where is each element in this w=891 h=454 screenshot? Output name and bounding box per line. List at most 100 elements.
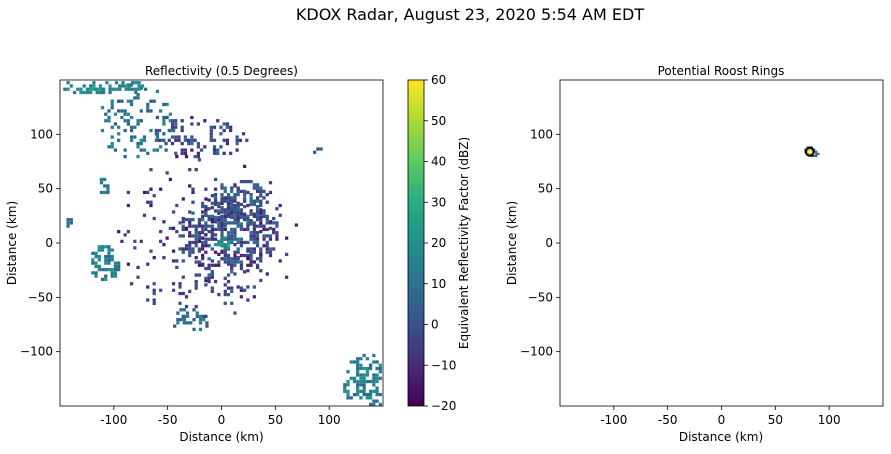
colorbar-tick-label: 50 [431,114,446,128]
reflectivity-cell [146,285,149,288]
reflectivity-cell [195,244,198,247]
reflectivity-cell [366,370,369,373]
reflectivity-cell [140,119,143,122]
reflectivity-cell [214,203,217,206]
reflectivity-cell [256,244,259,247]
reflectivity-cell [200,148,203,151]
reflectivity-cell [208,257,211,260]
reflectivity-cell [346,380,349,383]
reflectivity-cell [262,228,265,231]
reflectivity-cell [189,321,192,324]
reflectivity-cell [233,272,236,275]
reflectivity-cell [259,203,262,206]
reflectivity-ytick-label: −50 [28,290,53,304]
reflectivity-cell [253,230,256,233]
reflectivity-cell [266,221,269,224]
colorbar: −20−100102030405060 Equivalent Reflectiv… [408,73,471,413]
reflectivity-cell [124,148,127,151]
reflectivity-cell [111,142,114,145]
reflectivity-cell [220,218,223,221]
reflectivity-cell [230,190,233,193]
reflectivity-cell [107,109,110,112]
reflectivity-cell [188,231,191,234]
reflectivity-cell [66,221,69,224]
reflectivity-cell [91,271,94,274]
colorbar-tick-label: 20 [431,236,446,250]
reflectivity-cell [237,186,240,189]
reflectivity-cell [104,258,107,261]
reflectivity-cell [246,250,249,253]
reflectivity-cell [346,383,349,386]
reflectivity-cell [219,126,222,129]
reflectivity-cell [130,135,133,138]
reflectivity-cell [191,247,194,250]
reflectivity-cell [124,119,127,122]
roost-echo-cell [815,151,817,153]
reflectivity-cell [121,84,124,87]
reflectivity-cell [224,186,227,189]
reflectivity-cell [182,220,185,223]
reflectivity-cell [275,207,278,210]
reflectivity-cell [127,100,130,103]
reflectivity-cell [350,377,353,380]
reflectivity-cell [204,228,207,231]
reflectivity-cell [204,225,207,228]
reflectivity-cell [79,88,82,91]
reflectivity-cell [146,109,149,112]
reflectivity-cell [214,280,217,283]
reflectivity-cell [259,216,262,219]
roost-echo-cell [815,153,817,155]
reflectivity-cell [190,122,193,125]
reflectivity-cell [256,238,259,241]
reflectivity-cell [243,165,246,168]
reflectivity-cell [211,270,214,273]
reflectivity-xlabel: Distance (km) [179,430,263,444]
reflectivity-cell [201,256,204,259]
reflectivity-cell [227,254,230,257]
reflectivity-cell [153,282,156,285]
reflectivity-cell [216,152,219,155]
reflectivity-cell [379,403,382,406]
reflectivity-cell [162,220,165,223]
reflectivity-cell [188,225,191,228]
reflectivity-cell [224,196,227,199]
reflectivity-cell [198,221,201,224]
reflectivity-cell [114,271,117,274]
reflectivity-cell [130,100,133,103]
reflectivity-cell [172,289,175,292]
reflectivity-cell [99,91,102,94]
reflectivity-cell [230,290,233,293]
reflectivity-cell [246,298,249,301]
reflectivity-cell [117,100,120,103]
reflectivity-cell [230,302,233,305]
reflectivity-cell [210,132,213,135]
roost-rings-xtick-label: 0 [718,413,726,427]
reflectivity-cell [363,383,366,386]
reflectivity-cell [140,142,143,145]
reflectivity-cell [133,96,136,99]
reflectivity-cell [202,318,205,321]
reflectivity-cell [224,246,227,249]
reflectivity-cell [256,196,259,199]
reflectivity-cell [259,269,262,272]
reflectivity-cell [153,256,156,259]
reflectivity-cell [130,116,133,119]
reflectivity-cell [214,196,217,199]
reflectivity-cell [188,210,191,213]
reflectivity-cell [146,298,149,301]
reflectivity-cell [134,88,137,91]
reflectivity-cell [118,84,121,87]
reflectivity-cell [220,250,223,253]
reflectivity-cell [111,145,114,148]
reflectivity-cell [256,257,259,260]
reflectivity-cell [359,373,362,376]
reflectivity-cell [127,230,130,233]
reflectivity-cell [356,360,359,363]
reflectivity-cell [240,228,243,231]
reflectivity-cell [92,84,95,87]
reflectivity-cell [363,367,366,370]
roost-rings-ytick-label: 0 [545,236,553,250]
reflectivity-cell [372,380,375,383]
reflectivity-cell [213,148,216,151]
reflectivity-cell [211,215,214,218]
